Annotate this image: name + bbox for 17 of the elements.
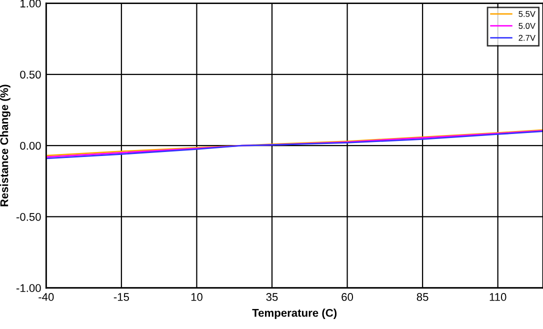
y-tick-label: -1.00 <box>16 284 41 292</box>
x-tick-label: -40 <box>38 293 54 301</box>
x-axis-title: Temperature (C) <box>252 308 337 320</box>
x-tick-label: 60 <box>342 293 354 301</box>
y-tick-label: 0.50 <box>20 70 41 79</box>
x-tick-label: 85 <box>416 293 428 301</box>
x-tick-label: 10 <box>191 293 202 301</box>
x-tick-label: 35 <box>266 293 278 301</box>
y-tick-label: 0.00 <box>20 142 41 150</box>
legend-label: 2.7V <box>518 34 536 41</box>
y-tick-label: -0.50 <box>16 212 41 221</box>
legend-label: 5.5V <box>518 11 536 17</box>
x-tick-label: 110 <box>490 293 506 301</box>
y-axis-title: Resistance Change (%) <box>0 84 10 206</box>
legend-label: 5.0V <box>518 22 536 29</box>
x-tick-label: -15 <box>114 293 129 301</box>
y-tick-label: 1.00 <box>20 0 41 8</box>
